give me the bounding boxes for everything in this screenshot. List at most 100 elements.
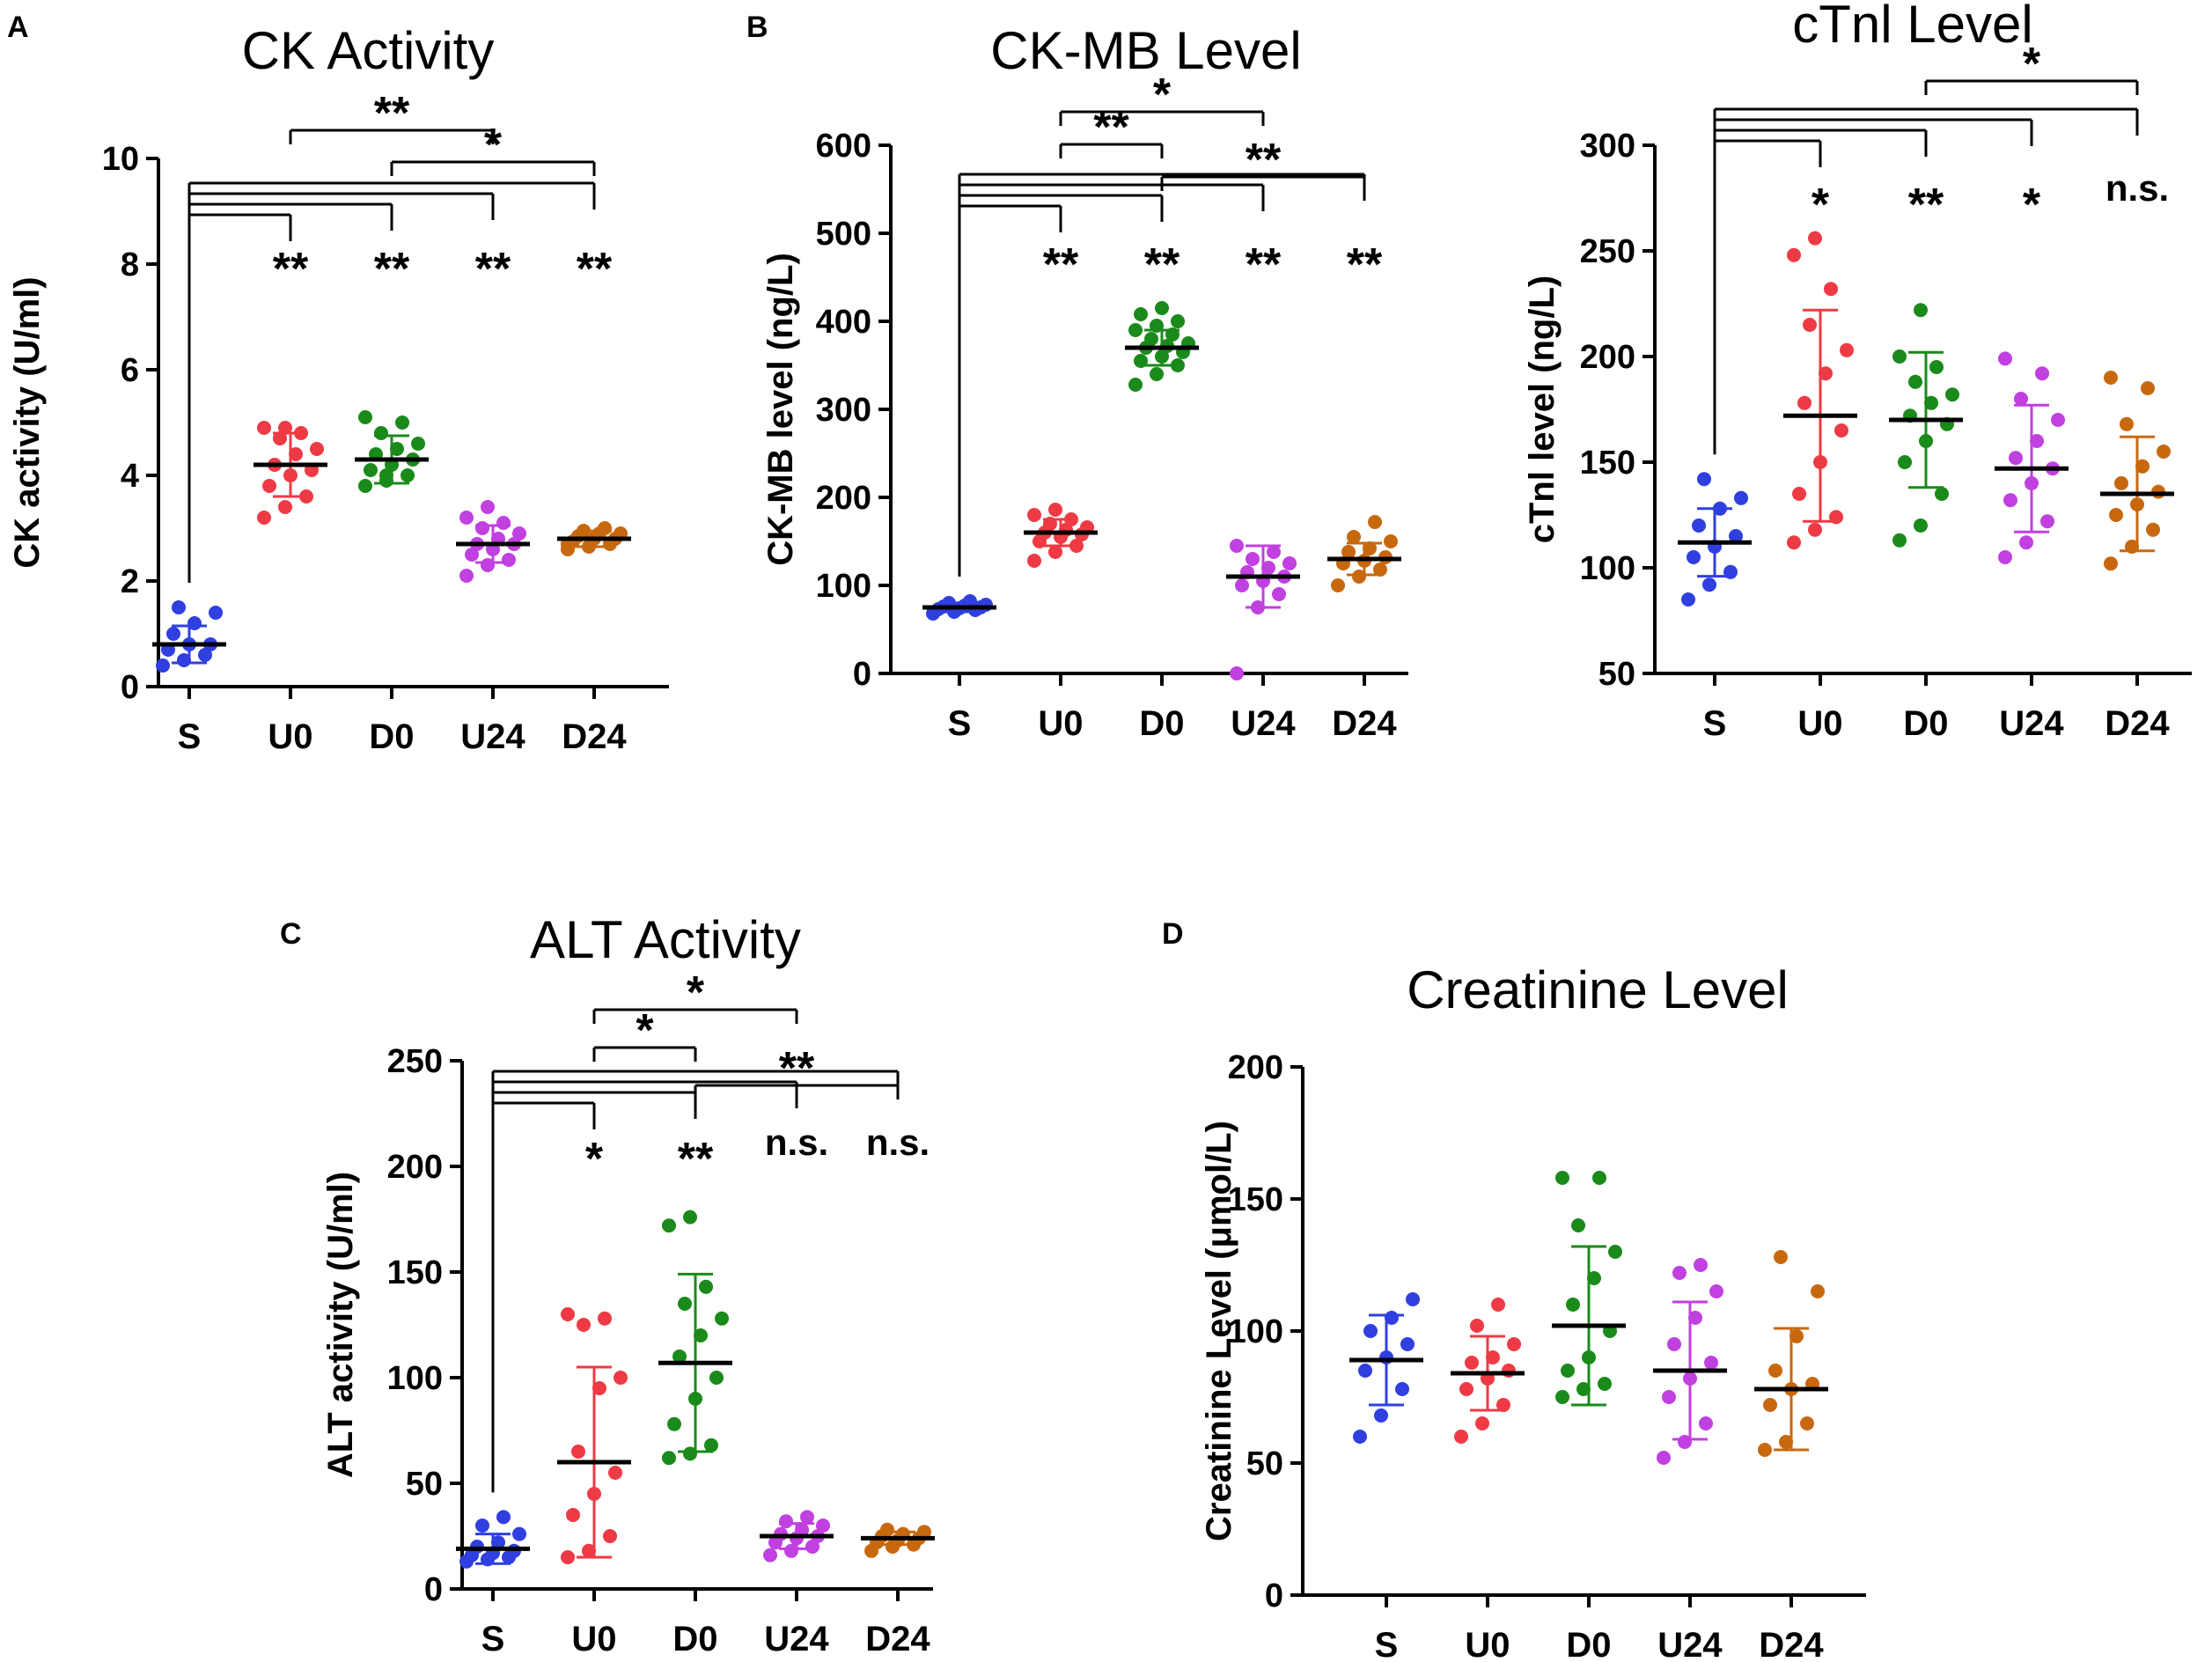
significance-label: ** [1246, 239, 1282, 290]
significance-label: ** [577, 244, 613, 295]
x-tick-label: U0 [1797, 704, 1842, 743]
data-point [1150, 319, 1164, 333]
chart-title: CK Activity [242, 21, 495, 80]
y-tick-label: 8 [121, 246, 139, 283]
data-point [289, 447, 303, 461]
data-point [1774, 1250, 1788, 1264]
data-point [1368, 515, 1382, 529]
data-point [662, 1218, 676, 1233]
data-point [2120, 416, 2134, 431]
data-point [1672, 1266, 1687, 1280]
data-point [1027, 508, 1041, 522]
data-point [283, 468, 298, 482]
data-point [1571, 1218, 1585, 1232]
data-point [1768, 1364, 1782, 1378]
data-point [481, 558, 495, 572]
data-point [1803, 318, 1817, 332]
data-point [1892, 349, 1907, 364]
chart-ctni: cTnl Level cTnl level (ng/L) 50 100 150 200 25… [1523, 0, 2192, 743]
data-point [209, 606, 223, 620]
x-tick-label: S [178, 717, 202, 756]
data-point [2125, 540, 2139, 554]
significance-label: * [2023, 180, 2041, 231]
y-tick-label: 2 [121, 563, 139, 600]
series-D0 [355, 410, 429, 493]
series-U0 [1451, 1298, 1525, 1444]
x-tick-label: D24 [1332, 704, 1397, 743]
data-point [667, 1416, 681, 1431]
y-tick-label: 150 [387, 1254, 443, 1291]
series-D24 [1327, 515, 1401, 592]
data-point [1363, 541, 1377, 555]
data-point [1272, 587, 1286, 601]
data-point [1251, 600, 1265, 614]
data-point [2025, 476, 2039, 490]
chart-title: Creatinine Level [1407, 960, 1789, 1019]
data-point [1704, 1356, 1718, 1370]
data-point [1688, 1311, 1702, 1325]
data-point [566, 1508, 580, 1522]
significance-label: ** [678, 1134, 714, 1185]
series-D0 [1889, 303, 1963, 548]
data-point [411, 437, 425, 451]
chart-creat: Creatinine Level Creatinine Level (μmol/L… [1200, 960, 1866, 1662]
y-tick-label: 500 [816, 216, 871, 253]
y-tick-label: 100 [387, 1360, 443, 1397]
significance-label: ** [475, 244, 511, 295]
data-point [491, 1535, 505, 1550]
data-point [374, 426, 388, 440]
data-point [779, 1514, 793, 1529]
series-U24 [456, 500, 530, 583]
data-point [172, 600, 186, 614]
data-point [310, 442, 324, 456]
data-point [1687, 550, 1701, 564]
data-point [1331, 578, 1345, 592]
data-point [1919, 434, 1933, 448]
data-point [1459, 1382, 1473, 1396]
data-point [1694, 1258, 1708, 1272]
series-S [922, 594, 996, 621]
series-U0 [557, 1307, 631, 1564]
data-point [1709, 1284, 1723, 1298]
x-tick-label: D0 [1139, 704, 1184, 743]
data-point [1734, 490, 1748, 505]
data-point [1069, 539, 1084, 553]
data-point [1470, 1319, 1484, 1333]
data-point [1914, 303, 1928, 318]
data-point [1465, 1356, 1479, 1370]
data-point [1824, 282, 1838, 297]
x-tick-label: U0 [1465, 1626, 1510, 1662]
y-tick-label: 50 [1598, 656, 1635, 693]
panel-label-c: C [280, 917, 302, 951]
data-point [784, 1543, 798, 1558]
data-point [512, 1526, 526, 1541]
bracket-label: ** [779, 1043, 815, 1094]
y-tick-label: 600 [816, 128, 871, 165]
bracket-label: * [484, 120, 503, 171]
x-tick-label: U0 [1038, 704, 1083, 743]
data-point [257, 511, 271, 525]
data-point [2104, 556, 2118, 571]
data-point [1128, 378, 1143, 392]
data-point [273, 431, 287, 445]
data-point [257, 421, 271, 435]
series-D0 [658, 1210, 732, 1466]
data-point [2109, 508, 2123, 522]
data-point [1683, 1372, 1697, 1386]
data-point [1667, 1337, 1681, 1351]
significance-label: ** [1908, 180, 1944, 231]
data-point [1282, 556, 1297, 570]
data-point [1341, 545, 1356, 559]
y-tick-label: 100 [1580, 550, 1635, 587]
series-U24 [760, 1510, 834, 1563]
x-tick-label: D0 [1903, 704, 1948, 743]
data-point [1678, 1435, 1692, 1449]
bracket-label: * [2023, 39, 2041, 90]
data-point [1800, 1416, 1814, 1430]
series-D0 [1125, 301, 1199, 392]
data-point [358, 479, 372, 493]
data-point [1230, 666, 1244, 680]
data-point [795, 1522, 809, 1537]
data-point [2030, 434, 2044, 448]
data-point [198, 648, 212, 662]
